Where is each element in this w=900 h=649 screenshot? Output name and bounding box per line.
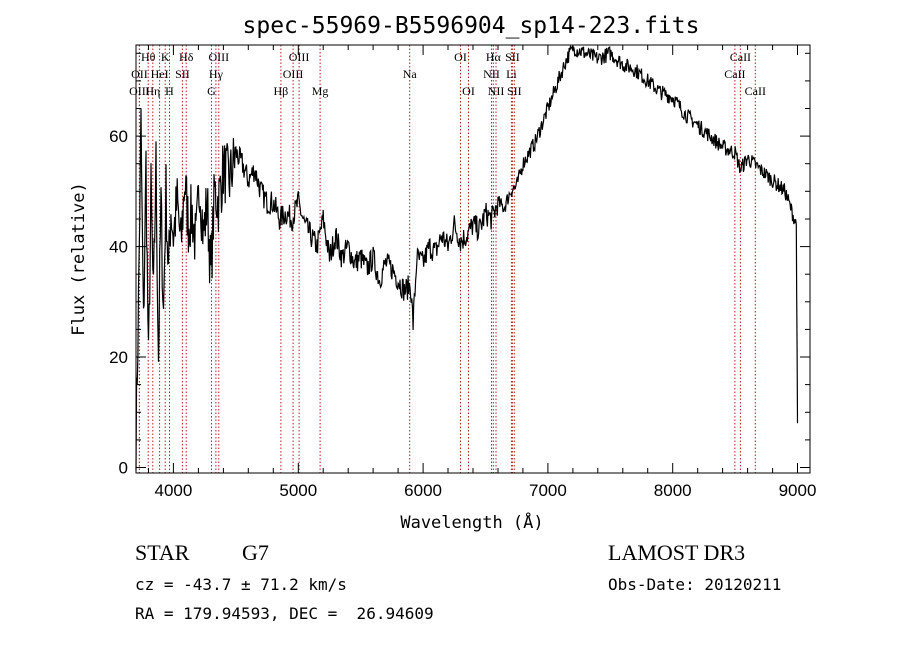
x-tick-label-7000: 7000 [529, 481, 567, 500]
line-label-11: G [207, 84, 216, 98]
x-tick-label-9000: 9000 [779, 481, 817, 500]
line-label-2: OIII [129, 84, 150, 98]
x-tick-label-6000: 6000 [404, 481, 442, 500]
x-axis-ticks: 4000 5000 6000 7000 8000 9000 [148, 45, 817, 500]
y-tick-label-40: 40 [109, 238, 128, 257]
line-label-22: Li [506, 67, 517, 81]
line-label-14: OIII [283, 67, 304, 81]
x-axis-label: Wavelength (Å) [400, 511, 543, 533]
line-label-20: SII [505, 50, 520, 64]
line-label-5: Hη [145, 84, 160, 98]
y-tick-label-0: 0 [119, 459, 128, 478]
line-label-6: H [165, 84, 174, 98]
x-tick-label-5000: 5000 [279, 481, 317, 500]
line-label-9: OIII [208, 50, 229, 64]
y-axis-label: Flux (relative) [69, 182, 89, 336]
line-label-16: Na [403, 67, 418, 81]
line-label-24: SII [507, 84, 522, 98]
line-label-10: Hγ [209, 67, 224, 81]
line-label-19: Hα [486, 50, 502, 64]
line-label-18: OI [462, 84, 475, 98]
line-label-7: SII [175, 67, 190, 81]
line-label-26: CaII [724, 67, 745, 81]
line-label-25: CaII [730, 50, 751, 64]
line-label-1: OII [131, 67, 148, 81]
line-label-13: OIII [289, 50, 310, 64]
object-class: STAR [135, 540, 190, 565]
line-label-8: Hδ [179, 50, 194, 64]
line-label-4: HeI [151, 67, 169, 81]
x-tick-label-4000: 4000 [154, 481, 192, 500]
y-tick-label-60: 60 [109, 127, 128, 146]
object-subclass: G7 [242, 540, 269, 565]
x-tick-label-8000: 8000 [654, 481, 692, 500]
spectral-line-markers [138, 45, 756, 473]
survey-name: LAMOST DR3 [608, 540, 746, 565]
line-label-0: Hθ [141, 50, 156, 64]
spectrum-line [135, 44, 799, 471]
observation-date: Obs-Date: 20120211 [608, 575, 782, 594]
line-label-12: Hβ [274, 84, 289, 98]
line-label-17: OI [454, 50, 467, 64]
redshift-cz: cz = -43.7 ± 71.2 km/s [135, 575, 347, 594]
y-axis-ticks: 0 20 40 60 [109, 52, 810, 478]
chart-title: spec-55969-B5596904_sp14-223.fits [243, 13, 700, 39]
plot-frame [135, 44, 811, 474]
ra-dec: RA = 179.94593, DEC = 26.94609 [135, 604, 434, 623]
line-label-21: NII [483, 67, 500, 81]
line-label-3: K [161, 50, 170, 64]
line-label-15: Mg [312, 84, 329, 98]
y-tick-label-20: 20 [109, 348, 128, 367]
line-label-27: CaII [745, 84, 766, 98]
line-label-23: NII [488, 84, 505, 98]
